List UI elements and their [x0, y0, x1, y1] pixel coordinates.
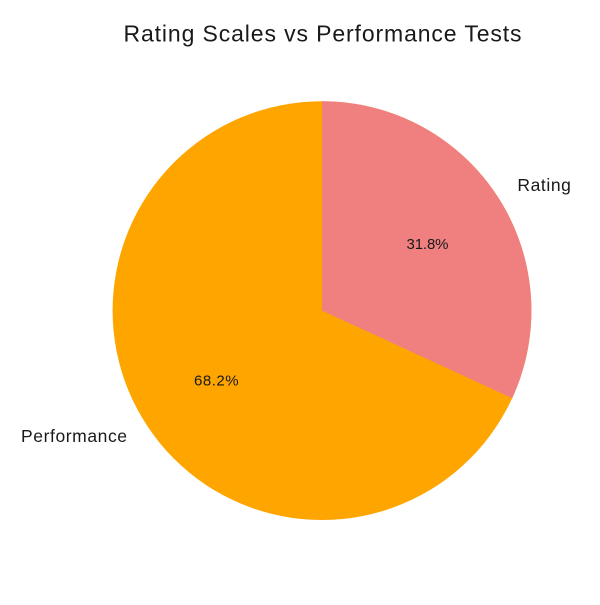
svg-text:Rating: Rating [517, 175, 571, 195]
svg-text:31.8%: 31.8% [407, 236, 449, 253]
svg-text:68.2%: 68.2% [194, 373, 239, 390]
svg-text:Rating Scales vs Performance T: Rating Scales vs Performance Tests [124, 20, 522, 46]
svg-text:Performance: Performance [21, 426, 127, 446]
